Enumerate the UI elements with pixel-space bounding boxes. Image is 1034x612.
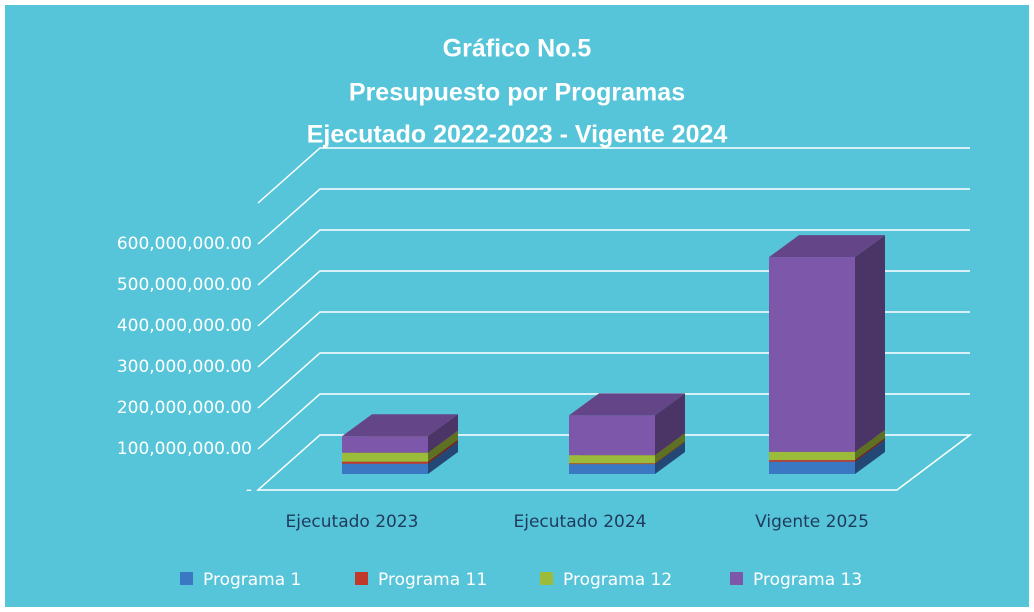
- bar-side: [428, 441, 458, 474]
- chart-subtitle: Ejecutado 2022-2023 - Vigente 2024: [307, 121, 728, 149]
- bar-side: [855, 429, 885, 461]
- bar-front: [769, 460, 855, 462]
- bar-top: [769, 235, 885, 258]
- x-tick-label: Ejecutado 2024: [514, 512, 647, 532]
- x-tick-label: Vigente 2025: [755, 512, 869, 532]
- bar-front: [769, 451, 855, 461]
- legend-label: Programa 12: [563, 570, 672, 590]
- floor: [256, 434, 973, 491]
- bar-side: [428, 439, 458, 464]
- bar-side: [428, 414, 458, 453]
- bar-side: [655, 442, 685, 474]
- bar-front: [569, 463, 655, 465]
- bar-segment: [769, 235, 885, 452]
- bar-side: [428, 430, 458, 462]
- y-tick-label: 200,000,000.00: [117, 398, 252, 418]
- bar-front: [342, 452, 428, 462]
- grid-line: [257, 188, 970, 245]
- bar-front: [569, 455, 655, 464]
- bar-front: [342, 436, 428, 453]
- bar-top: [342, 414, 458, 437]
- wall-edge: [257, 147, 970, 204]
- grid-line: [257, 229, 970, 286]
- bar-front: [769, 257, 855, 452]
- bar-segment: [569, 393, 685, 456]
- bar-front: [769, 461, 855, 474]
- bar-segment: [342, 414, 458, 453]
- y-tick-label: 400,000,000.00: [117, 316, 252, 336]
- legend-label: Programa 13: [753, 570, 862, 590]
- x-tick-label: Ejecutado 2023: [286, 512, 419, 532]
- y-tick-label: 100,000,000.00: [117, 439, 252, 459]
- bar-side: [655, 393, 685, 456]
- bar-side: [855, 439, 885, 474]
- grid-line: [257, 311, 970, 368]
- y-tick-label: -: [246, 480, 252, 500]
- y-tick-label: 600,000,000.00: [117, 234, 252, 254]
- bar-top: [569, 393, 685, 416]
- chart-title: Gráfico No.5: [443, 35, 592, 63]
- legend-swatch: [540, 572, 553, 585]
- bar-side: [655, 441, 685, 465]
- bar-front: [342, 461, 428, 464]
- y-tick-label: 500,000,000.00: [117, 275, 252, 295]
- legend-label: Programa 11: [378, 570, 487, 590]
- bar-side: [655, 433, 685, 464]
- grid-line: [257, 393, 970, 450]
- grid-line: [257, 270, 970, 327]
- grid-line: [257, 352, 970, 409]
- legend-label: Programa 1: [203, 570, 301, 590]
- chart-subtitle: Presupuesto por Programas: [349, 79, 685, 107]
- legend-swatch: [730, 572, 743, 585]
- bar-front: [569, 464, 655, 474]
- bar-front: [342, 463, 428, 474]
- y-tick-label: 300,000,000.00: [117, 357, 252, 377]
- legend-swatch: [180, 572, 193, 585]
- bar-side: [855, 438, 885, 462]
- bar-front: [569, 415, 655, 456]
- legend-swatch: [355, 572, 368, 585]
- bar-side: [855, 235, 885, 452]
